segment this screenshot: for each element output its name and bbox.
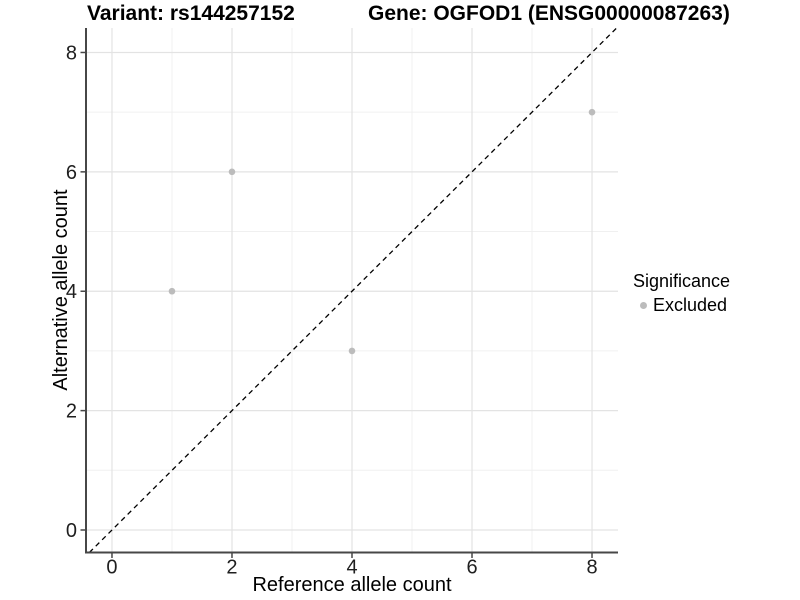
data-point — [228, 168, 236, 176]
x-tick-label: 4 — [346, 557, 357, 579]
legend: Significance Excluded — [633, 271, 730, 316]
x-tick-label: 8 — [586, 557, 597, 579]
legend-title: Significance — [633, 271, 731, 291]
gene-title: Gene: OGFOD1 (ENSG00000087263) — [368, 2, 730, 25]
y-tick-label: 2 — [66, 401, 77, 423]
data-point — [588, 108, 596, 116]
y-axis-title: Alternative allele count — [50, 189, 72, 391]
y-tick-label: 6 — [66, 162, 77, 184]
x-tick-label: 6 — [466, 557, 477, 579]
x-axis-title: Reference allele count — [252, 574, 452, 596]
identity-line — [88, 27, 618, 553]
data-point — [348, 347, 356, 355]
data-point — [168, 287, 176, 295]
legend-item-excluded: Excluded — [633, 295, 730, 316]
legend-item-label: Excluded — [653, 295, 728, 315]
x-tick-label: 0 — [106, 557, 117, 579]
legend-key-dot-icon — [640, 302, 647, 309]
variant-title: Variant: rs144257152 — [87, 2, 295, 25]
y-tick-label: 8 — [66, 42, 77, 64]
y-tick-label: 4 — [66, 281, 77, 303]
x-tick-label: 2 — [226, 557, 237, 579]
y-tick-label: 0 — [66, 520, 77, 542]
